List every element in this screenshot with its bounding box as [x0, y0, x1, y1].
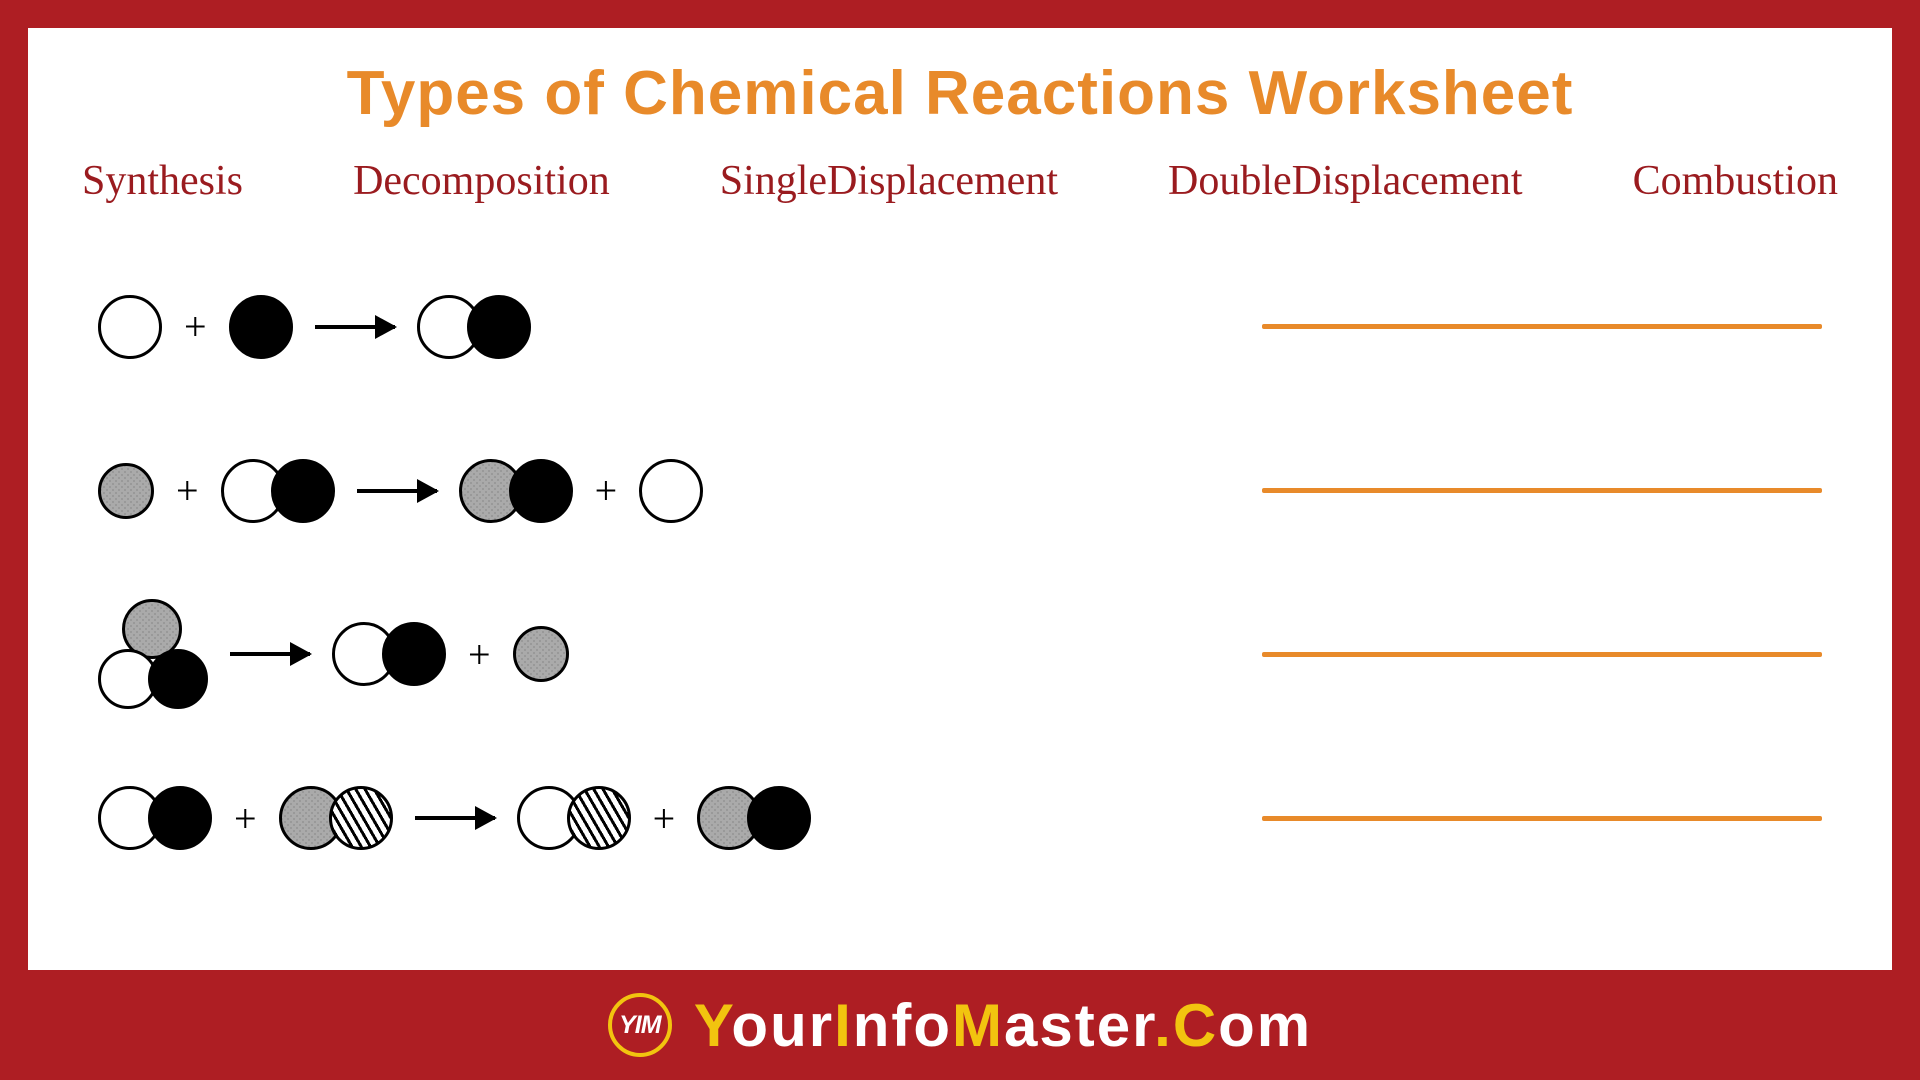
molecule-white-hatch [517, 786, 631, 850]
word-bank-item-synthesis: Synthesis [82, 157, 243, 205]
molecule-white-black [98, 786, 212, 850]
molecule-white-black [417, 295, 531, 359]
word-bank-item-single-displacement: SingleDisplacement [720, 157, 1058, 205]
atom-black [148, 649, 208, 709]
plus-sign: + [653, 795, 676, 842]
reactions-area: + + [78, 245, 1842, 930]
reaction-row-1: + [98, 262, 1822, 392]
atom-black [509, 459, 573, 523]
answer-blank-1[interactable] [1262, 324, 1822, 329]
atom-gray [98, 463, 154, 519]
reaction-diagram-3: + [98, 599, 569, 709]
molecule-gray-black [459, 459, 573, 523]
outer-frame: Types of Chemical Reactions Worksheet Sy… [0, 0, 1920, 1080]
plus-sign: + [184, 303, 207, 350]
reaction-row-4: + + [98, 753, 1822, 883]
brand-seg: nfo [853, 992, 952, 1059]
word-bank-item-combustion: Combustion [1633, 157, 1838, 205]
brand-seg: .C [1154, 992, 1218, 1059]
reaction-diagram-4: + + [98, 786, 811, 850]
atom-black [467, 295, 531, 359]
brand-seg: our [731, 992, 834, 1059]
answer-blank-3[interactable] [1262, 652, 1822, 657]
brand-seg: M [952, 992, 1004, 1059]
atom-hatched [567, 786, 631, 850]
brand-seg: om [1218, 992, 1312, 1059]
arrow-icon [357, 489, 437, 493]
word-bank-item-double-displacement: DoubleDisplacement [1168, 157, 1523, 205]
brand-seg: I [834, 992, 853, 1059]
atom-black [229, 295, 293, 359]
reaction-diagram-1: + [98, 295, 531, 359]
brand-seg: Y [694, 992, 732, 1059]
molecule-gray-hatch [279, 786, 393, 850]
molecule-white-black [221, 459, 335, 523]
brand-wordmark: YourInfoMaster.Com [694, 991, 1312, 1060]
logo-badge: YIM [608, 993, 672, 1057]
arrow-icon [230, 652, 310, 656]
arrow-icon [315, 325, 395, 329]
molecule-white-black [332, 622, 446, 686]
arrow-icon [415, 816, 495, 820]
worksheet-title: Types of Chemical Reactions Worksheet [78, 58, 1842, 129]
atom-hatched [329, 786, 393, 850]
plus-sign: + [176, 467, 199, 514]
footer-brand-bar: YIM YourInfoMaster.Com [28, 970, 1892, 1080]
plus-sign: + [595, 467, 618, 514]
worksheet-card: Types of Chemical Reactions Worksheet Sy… [28, 28, 1892, 970]
atom-black [747, 786, 811, 850]
brand-seg: aster [1004, 992, 1154, 1059]
atom-black [148, 786, 212, 850]
reaction-row-2: + + [98, 426, 1822, 556]
answer-blank-4[interactable] [1262, 816, 1822, 821]
reaction-row-3: + [98, 589, 1822, 719]
plus-sign: + [468, 631, 491, 678]
answer-blank-2[interactable] [1262, 488, 1822, 493]
atom-black [382, 622, 446, 686]
word-bank-item-decomposition: Decomposition [353, 157, 610, 205]
molecule-gray-black [697, 786, 811, 850]
logo-badge-text: YIM [619, 1011, 660, 1040]
atom-white [98, 295, 162, 359]
reaction-diagram-2: + + [98, 459, 703, 523]
molecule-triangle [98, 599, 208, 709]
atom-white [639, 459, 703, 523]
plus-sign: + [234, 795, 257, 842]
word-bank: Synthesis Decomposition SingleDisplaceme… [78, 157, 1842, 205]
atom-black [271, 459, 335, 523]
atom-gray [513, 626, 569, 682]
